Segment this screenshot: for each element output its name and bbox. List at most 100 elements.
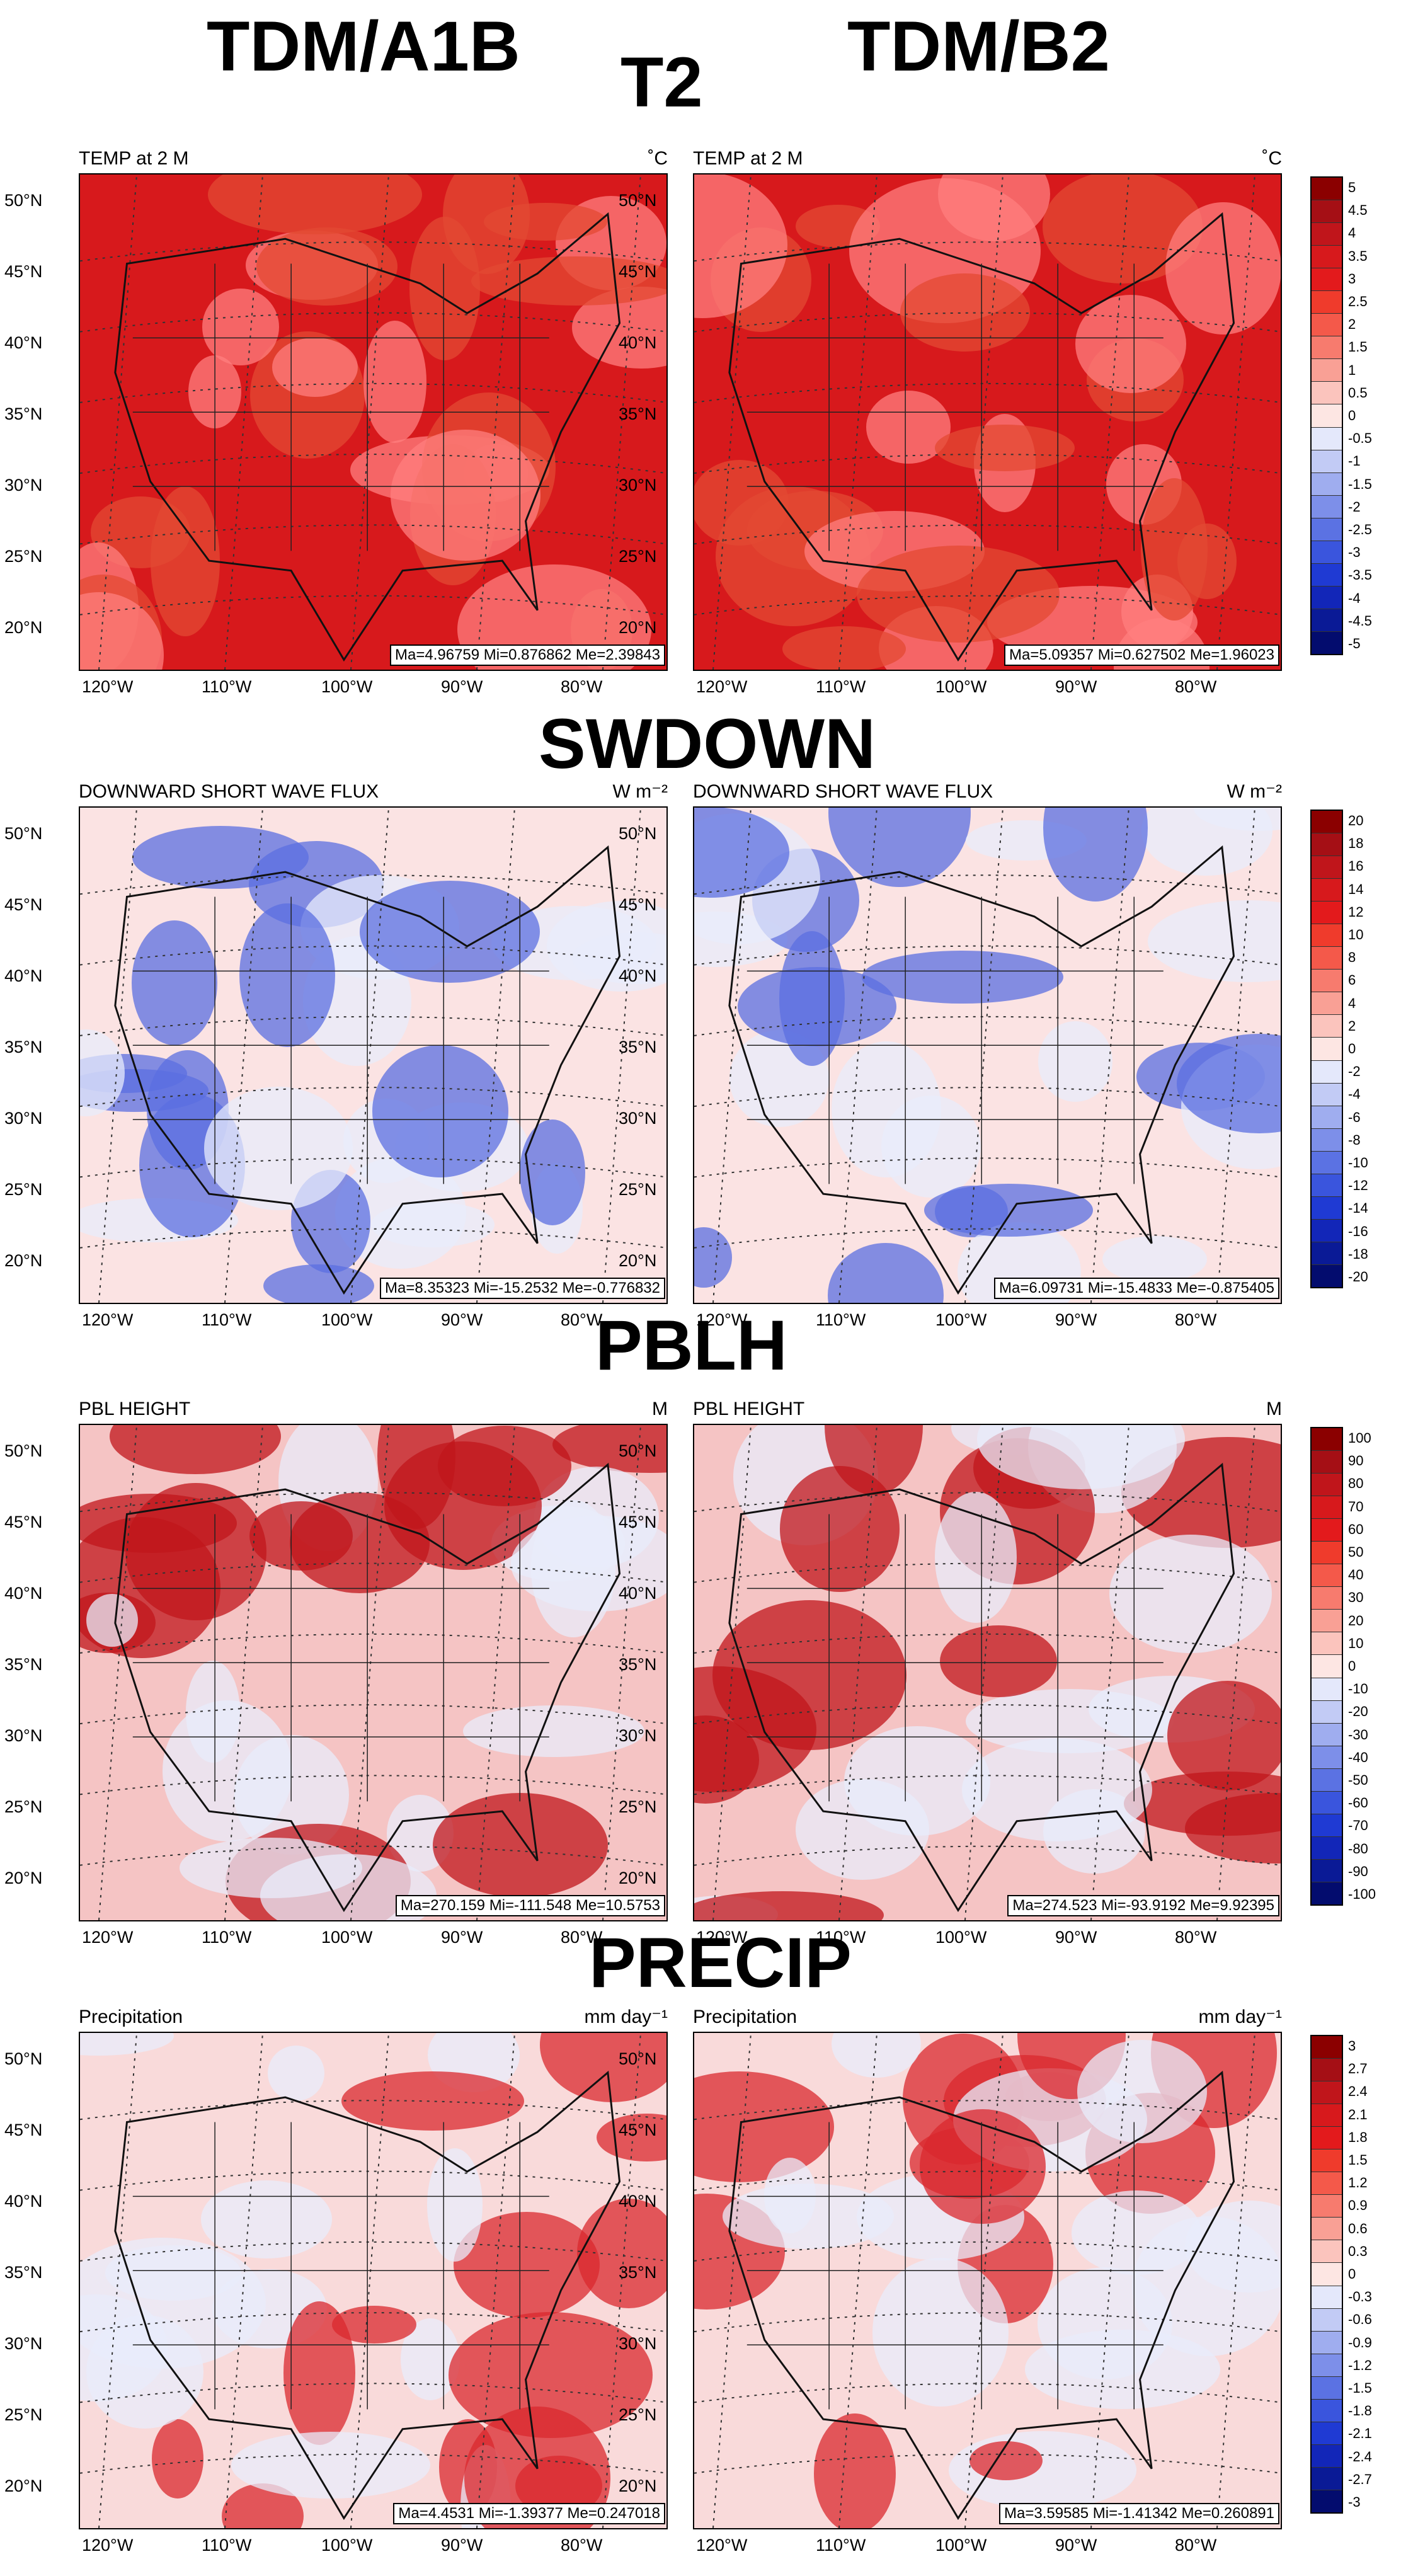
field-anomaly-blob (540, 2033, 666, 2102)
colorbar-t2 (1310, 176, 1343, 655)
colorbar-label: -4 (1348, 1086, 1361, 1102)
colorbar-label: -6 (1348, 1109, 1361, 1125)
field-anomaly-blob (125, 1483, 266, 1620)
longitude-tick-label: 80°W (561, 2536, 603, 2555)
colorbar-label: 20 (1348, 1612, 1364, 1629)
colorbar-label: 1.2 (1348, 2175, 1368, 2191)
colorbar-swatch (1312, 2218, 1342, 2241)
longitude-tick-label: 90°W (1055, 1928, 1097, 1947)
colorbar-swdown (1310, 810, 1343, 1288)
colorbar-label: 16 (1348, 858, 1364, 874)
field-anomaly-blob (1194, 808, 1281, 831)
colorbar-label: -2.5 (1348, 521, 1372, 537)
field-anomaly-blob (694, 175, 787, 318)
latitude-tick-label: 30°N (4, 1109, 43, 1128)
colorbar-swatch (1312, 2444, 1342, 2468)
colorbar-label: 0.3 (1348, 2243, 1368, 2259)
colorbar-label: -0.6 (1348, 2311, 1372, 2328)
country-outline (728, 2070, 1235, 2521)
field-anomaly-blob (1038, 1021, 1112, 1102)
field-anomaly-blob (1077, 2040, 1207, 2143)
field-anomaly-blob (694, 460, 789, 546)
latitude-tick-label: 30°N (4, 2334, 43, 2353)
latitude-gridline (80, 1087, 666, 1108)
latitude-gridline (80, 1845, 666, 1866)
country-outline (728, 212, 1235, 662)
colorbar-label: 0 (1348, 2266, 1356, 2282)
longitude-tick-label: 110°W (202, 2536, 252, 2555)
colorbar-label: 0 (1348, 408, 1356, 423)
field-anomaly-blob (132, 920, 217, 1045)
latitude-tick-label: 50°N (4, 1441, 43, 1460)
longitude-tick-label: 90°W (441, 1310, 483, 1329)
colorbar-label: -5 (1348, 635, 1361, 651)
longitude-tick-label: 80°W (561, 677, 603, 696)
colorbar-swatch (1312, 856, 1342, 879)
map-field (80, 808, 666, 1303)
colorbar-swatch (1312, 2490, 1342, 2512)
latitude-gridline (694, 1492, 1281, 1513)
longitude-tick-label: 80°W (1175, 677, 1217, 696)
colorbar-label: 0.6 (1348, 2220, 1368, 2236)
colorbar-swatch (1312, 2059, 1342, 2082)
field-anomaly-blob (201, 2180, 332, 2258)
country-outline (114, 1462, 621, 1913)
latitude-tick-label: 25°N (4, 2405, 43, 2424)
colorbar-label: 3 (1348, 2038, 1356, 2054)
field-anomaly-blob (694, 1227, 732, 1288)
latitude-tick-label: 45°N (4, 1513, 43, 1531)
latitude-gridline (80, 454, 666, 474)
field-anomaly-blob (1141, 478, 1208, 621)
colorbar-label: -10 (1348, 1681, 1368, 1697)
colorbar-swatch (1312, 1791, 1342, 1814)
field-anomaly-blob (1075, 295, 1186, 393)
latitude-gridline (80, 2383, 666, 2403)
field-anomaly-blob (283, 2301, 355, 2445)
colorbar-swatch (1312, 1836, 1342, 1860)
colorbar-swatch (1312, 291, 1342, 314)
colorbar-label: -8 (1348, 1131, 1361, 1148)
colorbar-precip (1310, 2035, 1343, 2514)
colorbar-label: 2.1 (1348, 2106, 1368, 2122)
colorbar-swatch (1312, 1428, 1342, 1451)
latitude-gridline (694, 595, 1281, 615)
longitude-tick-label: 90°W (1055, 677, 1097, 696)
field-anomaly-blob (208, 175, 422, 234)
latitude-tick-label: 20°N (4, 1869, 43, 1887)
latitude-gridline (694, 1775, 1281, 1795)
longitude-tick-label: 120°W (696, 2536, 748, 2555)
colorbar-swatch (1312, 2172, 1342, 2195)
colorbar-label: 1 (1348, 362, 1356, 378)
colorbar-label: -4.5 (1348, 612, 1372, 629)
field-anomaly-blob (204, 1087, 353, 1210)
field-anomaly-blob (1102, 1236, 1207, 1283)
colorbar-label: -70 (1348, 1818, 1368, 1834)
colorbar-swatch (1312, 1632, 1342, 1656)
colorbar-label: -20 (1348, 1268, 1368, 1285)
latitude-gridline (80, 2100, 666, 2121)
longitude-tick-label: 90°W (1055, 1310, 1097, 1329)
colorbar-label: 1.8 (1348, 2129, 1368, 2145)
field-anomaly-blob (577, 2199, 666, 2308)
latitude-tick-label: 20°N (4, 2476, 43, 2495)
colorbar-label: 30 (1348, 1589, 1364, 1606)
colorbar-swatch (1312, 1451, 1342, 1474)
latitude-tick-label: 50°N (619, 191, 657, 210)
colorbar-swatch (1312, 178, 1342, 201)
latitude-gridline (80, 1157, 666, 1178)
latitude-gridline (694, 241, 1281, 262)
latitude-tick-label: 30°N (619, 1109, 657, 1128)
colorbar-swatch (1312, 2240, 1342, 2264)
colorbar-swatch (1312, 2376, 1342, 2400)
latitude-tick-label: 45°N (4, 895, 43, 914)
panel-title-right: PBL HEIGHT (693, 1399, 805, 1419)
colorbar-swatch (1312, 1015, 1342, 1038)
longitude-tick-label: 80°W (1175, 1310, 1217, 1329)
map-swdown-left (79, 806, 668, 1304)
colorbar-swatch (1312, 1519, 1342, 1542)
panel-unit-right: M (1266, 1399, 1282, 1419)
field-anomaly-blob (427, 2148, 483, 2262)
latitude-tick-label: 20°N (4, 618, 43, 637)
field-anomaly-blob (844, 1726, 990, 1836)
colorbar-label: 2.4 (1348, 2083, 1368, 2100)
